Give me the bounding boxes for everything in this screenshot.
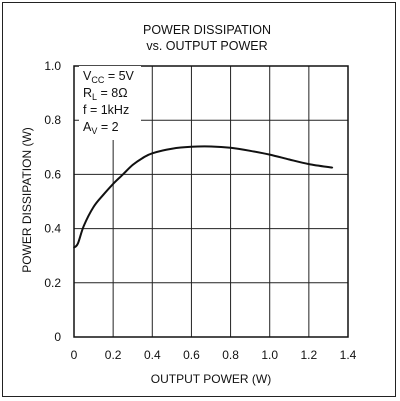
series-point: [112, 183, 114, 185]
chart-title: POWER DISSIPATION: [143, 23, 271, 37]
series-point: [288, 158, 291, 161]
series-point: [122, 173, 124, 176]
y-tick-label: 1.0: [44, 59, 61, 73]
series-point: [268, 153, 271, 156]
y-tick-label: 0.8: [44, 113, 61, 127]
conditions-box: [79, 66, 141, 140]
condition-label: RL = 8Ω: [83, 86, 128, 102]
x-tick-labels: 0 0.2 0.4 0.6 0.8 1.0 1.2 1.4: [71, 348, 357, 362]
series-point: [210, 145, 212, 148]
series-point: [77, 242, 79, 245]
y-axis-label: POWER DISSIPATION (W): [20, 127, 34, 273]
series-point: [190, 146, 193, 148]
x-tick-label: 1.2: [301, 348, 318, 362]
series-point: [331, 166, 334, 169]
plot-border: [73, 65, 349, 338]
condition-label: VCC = 5V: [83, 69, 135, 85]
y-tick-labels: 0 0.2 0.4 0.6 0.8 1.0: [44, 59, 61, 344]
series-point: [151, 152, 154, 155]
series-point: [141, 157, 144, 159]
condition-label: f = 1kHz: [83, 103, 129, 117]
chart-frame: [2, 2, 396, 397]
series-point: [249, 150, 251, 152]
x-tick-label: 1.0: [261, 348, 278, 362]
x-tick-label: 0.8: [222, 348, 239, 362]
y-tick-label: 0.2: [44, 276, 61, 290]
series-points: [73, 145, 334, 249]
series-point: [92, 206, 95, 208]
series-point: [102, 193, 105, 196]
series-point: [73, 246, 75, 249]
series-point: [171, 147, 173, 150]
x-axis-label: OUTPUT POWER (W): [151, 372, 271, 386]
x-tick-label: 1.4: [340, 348, 357, 362]
x-tick-label: 0: [71, 348, 78, 362]
y-tick-label: 0.6: [44, 167, 61, 181]
y-tick-label: 0: [54, 330, 61, 344]
condition-label: AV = 2: [83, 120, 119, 136]
y-tick-label: 0.4: [44, 222, 61, 236]
series-point: [229, 147, 232, 149]
series-point: [83, 225, 85, 227]
chart-subtitle: vs. OUTPUT POWER: [146, 39, 267, 53]
x-tick-label: 0.4: [144, 348, 161, 362]
series-point: [308, 163, 310, 165]
series-point: [131, 164, 134, 166]
x-tick-label: 0.6: [183, 348, 200, 362]
x-tick-label: 0.2: [105, 348, 122, 362]
